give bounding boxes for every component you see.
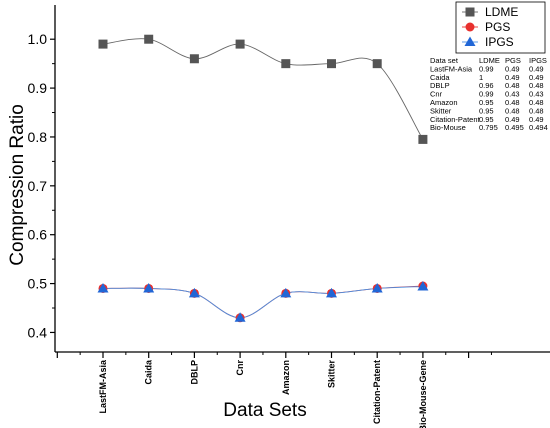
- table-cell: 0.49: [529, 73, 544, 82]
- x-tick-label: DBLP: [189, 360, 199, 385]
- data-point-ldme: [235, 39, 245, 49]
- table-cell: 0.96: [479, 81, 494, 90]
- table-cell: 0.48: [529, 98, 544, 107]
- y-tick-label: 0.9: [28, 80, 48, 96]
- table-cell: Caida: [430, 73, 450, 82]
- table-cell: 0.49: [505, 64, 520, 73]
- legend-marker-pgs: [465, 22, 475, 32]
- y-tick-label: 1.0: [28, 31, 48, 47]
- table-cell: 0.49: [529, 64, 544, 73]
- x-tick-label: Skitter: [327, 360, 337, 389]
- table-cell: 0.48: [505, 98, 520, 107]
- table-header-cell: LDME: [479, 56, 500, 65]
- data-point-ldme: [418, 134, 428, 144]
- table-cell: 0.494: [529, 123, 548, 132]
- table-cell: 0.99: [479, 90, 494, 99]
- series-markers: [97, 34, 429, 323]
- table-cell: 0.95: [479, 106, 494, 115]
- table-cell: 0.48: [505, 81, 520, 90]
- data-point-ipgs: [326, 287, 337, 298]
- table-cell: 1: [479, 73, 483, 82]
- data-point-ldme: [189, 54, 199, 64]
- data-point-ipgs: [280, 287, 292, 298]
- x-tick-label: Cnr: [235, 360, 245, 376]
- table-cell: 0.49: [505, 115, 520, 124]
- legend-marker-ldme: [465, 7, 475, 17]
- y-axis-title: Compression Ratio: [7, 104, 28, 266]
- table-cell: 0.495: [505, 123, 524, 132]
- data-point-ipgs: [188, 287, 200, 298]
- data-point-ipgs: [371, 282, 383, 293]
- data-point-ipgs: [143, 282, 155, 293]
- table-cell: DBLP: [430, 81, 450, 90]
- y-tick-label: 0.6: [28, 227, 48, 243]
- table-cell: 0.43: [505, 90, 520, 99]
- x-tick-label: LastFM-Asia: [98, 359, 108, 414]
- table-cell: Cnr: [430, 90, 443, 99]
- x-tick-label: Citation-Patent: [372, 360, 382, 424]
- y-tick-label: 0.5: [28, 276, 48, 292]
- table-cell: 0.49: [505, 73, 520, 82]
- table-header-cell: PGS: [505, 56, 521, 65]
- table-cell: 0.48: [529, 106, 544, 115]
- table-cell: Amazon: [430, 98, 458, 107]
- series-line-ldme: [102, 38, 424, 140]
- data-point-ldme: [327, 59, 336, 69]
- data-point-ipgs: [234, 312, 246, 322]
- table-cell: 0.49: [529, 115, 544, 124]
- data-point-ipgs: [97, 282, 109, 293]
- legend-marker-ipgs: [464, 36, 476, 46]
- table-cell: 0.95: [479, 98, 494, 107]
- table-cell: Skitter: [430, 106, 452, 115]
- table-cell: 0.99: [479, 64, 494, 73]
- x-tick-label: Caida: [144, 359, 154, 385]
- series-lines: [102, 38, 424, 319]
- table-cell: 0.48: [505, 106, 520, 115]
- table-cell: 0.48: [529, 81, 544, 90]
- table-cell: 0.43: [529, 90, 544, 99]
- table-cell: Bio-Mouse: [430, 123, 466, 132]
- x-tick-label: Bio-Mouse-Gene: [418, 360, 428, 428]
- data-point-ipgs: [417, 281, 429, 291]
- legend-label-ldme: LDME: [485, 5, 518, 19]
- y-tick-label: 0.7: [28, 178, 48, 194]
- legend-label-pgs: PGS: [485, 20, 510, 34]
- data-point-ldme: [281, 59, 291, 69]
- table-cell: 0.95: [479, 115, 494, 124]
- y-tick-label: 0.4: [28, 324, 48, 340]
- table-header-cell: Data set: [430, 56, 459, 65]
- data-point-ldme: [98, 39, 108, 49]
- y-tick-label: 0.8: [28, 129, 48, 145]
- x-tick-label: Amazon: [281, 360, 291, 395]
- table-cell: Citation-Patent: [430, 115, 481, 124]
- data-point-ldme: [144, 34, 154, 44]
- table-cell: 0.795: [479, 123, 498, 132]
- table-header-cell: IPGS: [529, 56, 547, 65]
- legend-label-ipgs: IPGS: [485, 35, 514, 49]
- x-axis-title: Data Sets: [223, 400, 306, 421]
- table-cell: LastFM-Asia: [430, 64, 473, 73]
- data-point-ldme: [372, 59, 382, 69]
